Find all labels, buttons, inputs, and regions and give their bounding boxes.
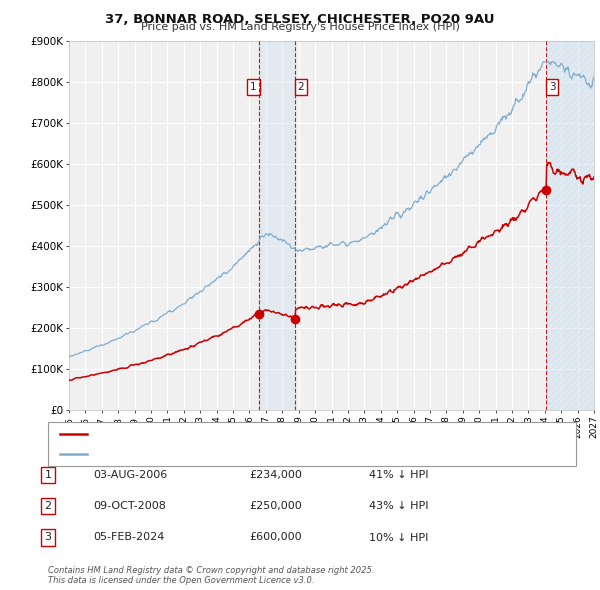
- Text: 41% ↓ HPI: 41% ↓ HPI: [369, 470, 428, 480]
- Text: 2: 2: [44, 502, 52, 511]
- Text: £600,000: £600,000: [249, 533, 302, 542]
- Text: Contains HM Land Registry data © Crown copyright and database right 2025.
This d: Contains HM Land Registry data © Crown c…: [48, 566, 374, 585]
- Text: 10% ↓ HPI: 10% ↓ HPI: [369, 533, 428, 542]
- Text: 3: 3: [44, 533, 52, 542]
- Text: Price paid vs. HM Land Registry's House Price Index (HPI): Price paid vs. HM Land Registry's House …: [140, 22, 460, 32]
- Text: 3: 3: [548, 83, 556, 93]
- Text: £250,000: £250,000: [249, 502, 302, 511]
- Text: 09-OCT-2008: 09-OCT-2008: [93, 502, 166, 511]
- Bar: [259, 41, 295, 410]
- Text: £234,000: £234,000: [249, 470, 302, 480]
- Text: 37, BONNAR ROAD, SELSEY, CHICHESTER, PO20 9AU: 37, BONNAR ROAD, SELSEY, CHICHESTER, PO2…: [105, 13, 495, 26]
- Text: 05-FEB-2024: 05-FEB-2024: [93, 533, 164, 542]
- Text: 2: 2: [298, 83, 304, 93]
- Text: 43% ↓ HPI: 43% ↓ HPI: [369, 502, 428, 511]
- Text: HPI: Average price, detached house, Chichester: HPI: Average price, detached house, Chic…: [91, 449, 325, 458]
- Text: 03-AUG-2006: 03-AUG-2006: [93, 470, 167, 480]
- Text: 1: 1: [250, 83, 257, 93]
- Bar: [546, 41, 594, 410]
- Text: 1: 1: [44, 470, 52, 480]
- Text: 37, BONNAR ROAD, SELSEY, CHICHESTER, PO20 9AU (detached house): 37, BONNAR ROAD, SELSEY, CHICHESTER, PO2…: [91, 430, 439, 439]
